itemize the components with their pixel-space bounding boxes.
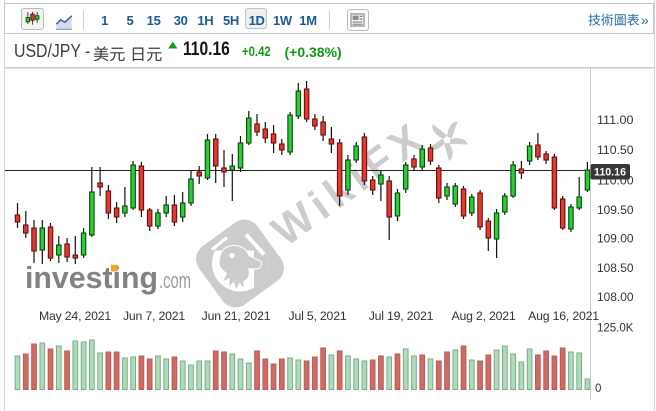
svg-text:Aug 16, 2021: Aug 16, 2021: [528, 309, 599, 323]
svg-text:125.0K: 125.0K: [597, 322, 634, 334]
svg-text:108.00: 108.00: [597, 292, 634, 304]
svg-text:109.00: 109.00: [597, 233, 634, 245]
svg-text:110.50: 110.50: [597, 145, 634, 157]
svg-text:109.50: 109.50: [597, 205, 634, 217]
svg-text:Jun 7, 2021: Jun 7, 2021: [123, 309, 185, 323]
svg-text:111.00: 111.00: [597, 115, 634, 127]
svg-text:Aug 2, 2021: Aug 2, 2021: [451, 309, 515, 323]
svg-text:Jul 19, 2021: Jul 19, 2021: [369, 309, 434, 323]
svg-text:.com: .com: [159, 268, 191, 293]
svg-text:May 24, 2021: May 24, 2021: [39, 309, 111, 323]
svg-text:108.50: 108.50: [597, 263, 634, 275]
svg-text:investing: investing: [25, 260, 158, 295]
svg-text:0: 0: [595, 383, 601, 395]
svg-text:Jun 21, 2021: Jun 21, 2021: [202, 309, 271, 323]
svg-text:Jul 5, 2021: Jul 5, 2021: [289, 309, 347, 323]
svg-text:110.16: 110.16: [594, 167, 626, 179]
